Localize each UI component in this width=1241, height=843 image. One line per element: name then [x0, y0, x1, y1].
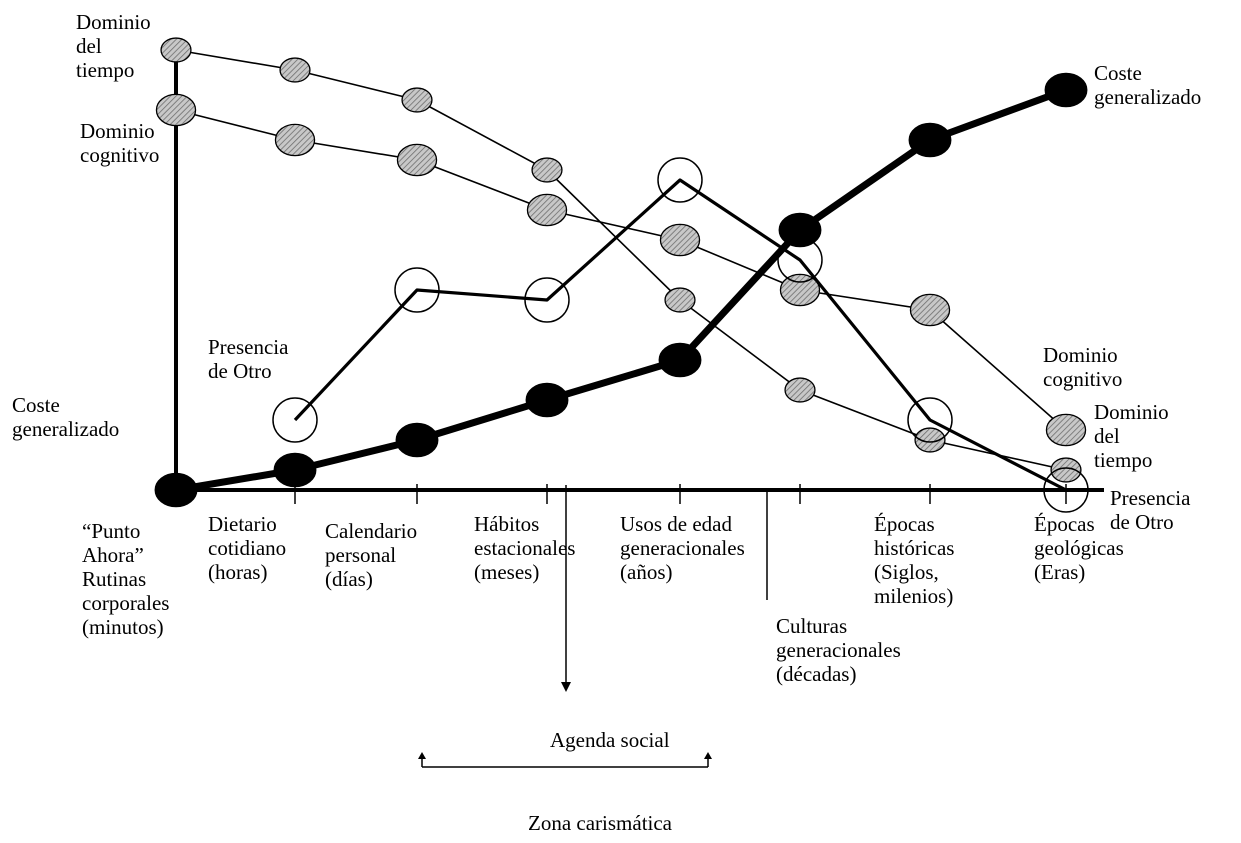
series-coste-generalizado	[154, 72, 1088, 508]
series-label-start-presencia-de-otro: Presencia de Otro	[208, 335, 289, 383]
zona-bracket-arrow-left	[418, 752, 426, 759]
agenda-arrow-head	[561, 682, 571, 692]
point-presencia-de-otro-1	[394, 267, 440, 313]
point-dominio-cognitivo-7	[1045, 413, 1087, 447]
point-coste-generalizado-1	[273, 452, 317, 488]
series-label-end-dominio-del-tiempo: Dominio del tiempo	[1094, 400, 1169, 472]
point-coste-generalizado-6	[908, 122, 952, 158]
x-label-7: Épocas geológicas (Eras)	[1034, 512, 1124, 584]
series-label-end-coste-generalizado: Coste generalizado	[1094, 61, 1201, 109]
series-label-end-dominio-cognitivo: Dominio cognitivo	[1043, 343, 1122, 391]
point-dominio-cognitivo-5	[779, 273, 821, 307]
annotations: Agenda social Zona carismática	[418, 485, 768, 835]
point-coste-generalizado-7	[1044, 72, 1088, 108]
point-coste-generalizado-4	[658, 342, 702, 378]
agenda-social-label: Agenda social	[550, 728, 670, 752]
series-label-start-coste-generalizado: Coste generalizado	[12, 393, 119, 441]
point-dominio-del-tiempo-5	[784, 377, 816, 403]
point-presencia-de-otro-3	[657, 157, 703, 203]
series-line-dominio-del-tiempo	[175, 49, 1067, 471]
point-presencia-de-otro-5	[907, 397, 953, 443]
x-label-2: Calendario personal (días)	[325, 519, 417, 591]
series-dominio-cognitivo	[155, 93, 1087, 447]
chart-series	[154, 37, 1089, 513]
point-dominio-del-tiempo-0	[160, 37, 192, 63]
zona-carismatica-label: Zona carismática	[528, 811, 673, 835]
zona-bracket-arrow-right	[704, 752, 712, 759]
series-line-dominio-cognitivo	[175, 109, 1067, 431]
series-label-start-dominio-del-tiempo: Dominio del tiempo	[76, 10, 151, 82]
series-label-start-dominio-cognitivo: Dominio cognitivo	[80, 119, 159, 167]
x-label-1: Dietario cotidiano (horas)	[208, 512, 286, 584]
x-label-6: Épocas históricas (Siglos, milenios)	[874, 512, 954, 608]
point-presencia-de-otro-0	[272, 397, 318, 443]
point-dominio-cognitivo-3	[526, 193, 568, 227]
point-dominio-cognitivo-4	[659, 223, 701, 257]
point-dominio-del-tiempo-4	[664, 287, 696, 313]
x-label-0: “Punto Ahora” Rutinas corporales (minutos)	[82, 519, 169, 639]
x-axis-ticks	[294, 484, 1067, 504]
x-axis-labels: “Punto Ahora” Rutinas corporales (minutos) Di…	[82, 512, 1124, 686]
point-dominio-cognitivo-0	[155, 93, 197, 127]
x-label-5: Culturas generacionales (décadas)	[776, 614, 901, 686]
series-dominio-del-tiempo	[160, 37, 1082, 483]
chart-axes	[174, 60, 1104, 492]
point-dominio-del-tiempo-2	[401, 87, 433, 113]
point-dominio-del-tiempo-7	[1050, 457, 1082, 483]
point-coste-generalizado-3	[525, 382, 569, 418]
series-labels: Dominio del tiempo Dominio del tiempo Dominio c…	[12, 10, 1201, 534]
point-coste-generalizado-5	[778, 212, 822, 248]
point-dominio-del-tiempo-3	[531, 157, 563, 183]
point-presencia-de-otro-2	[524, 277, 570, 323]
x-label-4: Usos de edad generacionales (años)	[620, 512, 745, 584]
point-dominio-del-tiempo-6	[914, 427, 946, 453]
point-dominio-del-tiempo-1	[279, 57, 311, 83]
point-dominio-cognitivo-6	[909, 293, 951, 327]
point-coste-generalizado-0	[154, 472, 198, 508]
point-dominio-cognitivo-1	[274, 123, 316, 157]
x-label-3: Hábitos estacionales (meses)	[474, 512, 575, 584]
point-coste-generalizado-2	[395, 422, 439, 458]
series-line-presencia-de-otro	[293, 178, 1067, 492]
point-dominio-cognitivo-2	[396, 143, 438, 177]
series-label-end-presencia-de-otro: Presencia de Otro	[1110, 486, 1191, 534]
series-presencia-de-otro	[272, 157, 1089, 513]
point-presencia-de-otro-6	[1043, 467, 1089, 513]
